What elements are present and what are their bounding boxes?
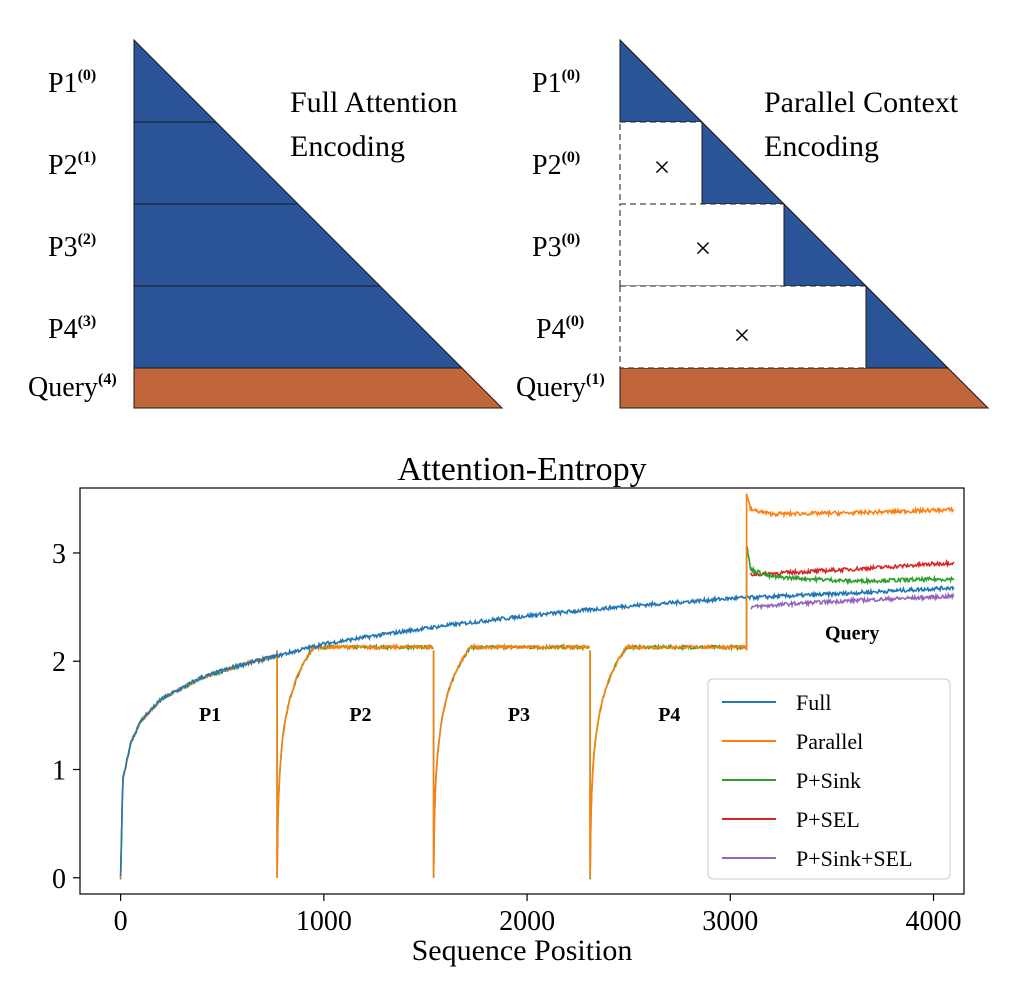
right-block-p3 [783, 202, 868, 287]
series-line [745, 493, 955, 651]
right-row-label-p2: P2(0) [532, 149, 580, 181]
x-tick-label: 2000 [499, 906, 555, 937]
series-line [119, 653, 278, 879]
y-tick-label: 2 [52, 647, 66, 678]
x-tick-label: 1000 [296, 906, 352, 937]
right-query-band [619, 367, 990, 409]
left-row-label-p4: P4(3) [48, 313, 96, 345]
series-line [432, 642, 591, 878]
left-diagram-title-line2: Encoding [290, 130, 405, 163]
right-masked-block-p3 [619, 203, 785, 287]
series-line [589, 643, 747, 879]
right-block-p4 [865, 284, 950, 369]
right-row-label-p3: P3(0) [532, 231, 580, 263]
legend-label: P+Sink+SEL [796, 846, 913, 871]
right-row-label-query: Query(1) [516, 371, 605, 403]
right-diagram-title-line2: Encoding [764, 130, 879, 163]
series-line [119, 585, 955, 877]
left-row-label-p2: P2(1) [48, 149, 96, 181]
right-row-label-p4: P4(0) [536, 313, 584, 345]
right-masked-block-p2 [619, 121, 703, 205]
parallel-context-diagram: × × × P1(0) P2(0) P3(0) P4(0) Query(1) P… [516, 38, 990, 409]
series-layer [119, 493, 955, 880]
series-line [276, 643, 434, 878]
y-tick-label: 1 [52, 755, 66, 786]
mask-cross-icon: × [654, 151, 671, 184]
legend-entries: Full Parallel P+Sink P+SEL P+Sink+SEL [722, 690, 913, 871]
y-tick-label: 0 [52, 864, 66, 895]
legend-label: Parallel [796, 729, 863, 754]
left-row-label-p3: P3(2) [48, 231, 96, 263]
segment-label: Query [825, 623, 879, 645]
y-tick-label: 3 [52, 539, 66, 570]
segment-label: P3 [508, 704, 530, 726]
series-line [750, 591, 955, 611]
left-query-band [133, 367, 504, 409]
mask-cross-icon: × [734, 319, 751, 352]
segment-label: P1 [199, 704, 221, 726]
right-row-label-p1: P1(0) [532, 67, 580, 99]
legend-label: P+Sink [796, 768, 861, 793]
legend-box [707, 678, 951, 880]
right-diagram-title-line1: Parallel Context [764, 86, 959, 119]
series-line [276, 643, 434, 878]
segment-label: P4 [658, 704, 680, 726]
series-line [119, 653, 278, 880]
left-diagram-title-line1: Full Attention [290, 86, 458, 119]
series-line [432, 642, 590, 878]
attention-entropy-chart: Attention-Entropy 0 1000 2000 3000 40000123 … [52, 451, 965, 967]
mask-cross-icon: × [695, 232, 712, 265]
left-row-label-query: Query(4) [28, 371, 117, 403]
series-line [745, 545, 955, 651]
legend-label: P+SEL [796, 807, 860, 832]
plot-frame [79, 487, 965, 895]
left-row-label-p1: P1(0) [48, 67, 96, 99]
right-masked-block-p4 [619, 285, 867, 369]
x-tick-label: 0 [114, 906, 128, 937]
segment-label: P2 [349, 704, 371, 726]
x-tick-label: 4000 [906, 906, 962, 937]
tick-layer: 0 1000 2000 3000 4000 0 1 2 3 [52, 539, 962, 937]
legend-label: Full [796, 690, 831, 715]
full-attention-diagram: P1(0) P2(1) P3(2) P4(3) Query(4) Full At… [28, 38, 504, 409]
legend: Full Parallel P+Sink P+SEL P+Sink+SEL [707, 678, 951, 880]
segment-label-layer: P1 P2 P3 P4 Query [199, 623, 879, 726]
x-axis-label: Sequence Position [412, 934, 633, 967]
series-line [749, 558, 955, 578]
x-tick-label: 3000 [702, 906, 758, 937]
chart-title: Attention-Entropy [397, 451, 646, 488]
right-block-p1 [619, 38, 704, 123]
